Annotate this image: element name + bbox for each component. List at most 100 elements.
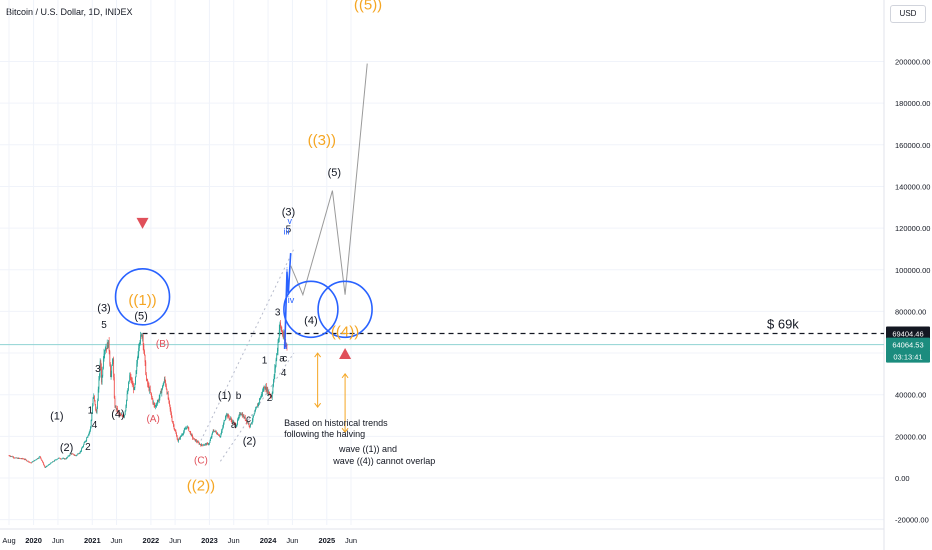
- candle-body: [210, 437, 212, 439]
- candle-body: [66, 457, 68, 459]
- candle-body: [74, 455, 76, 456]
- wave-label-primary: ((2)): [187, 477, 215, 494]
- candle-body: [149, 388, 151, 393]
- candle-body: [188, 427, 190, 431]
- candle-body: [79, 452, 81, 454]
- candle-body: [42, 461, 44, 464]
- currency-selector[interactable]: USD: [890, 5, 926, 23]
- candle-body: [213, 430, 215, 432]
- candle-body: [208, 442, 210, 445]
- wave-label-minor: 4: [92, 420, 98, 431]
- candle-body: [230, 418, 232, 421]
- candle-body: [228, 414, 229, 418]
- candle-body: [126, 393, 128, 400]
- candle-body: [203, 444, 205, 446]
- candle-body: [63, 458, 64, 459]
- wave-label-minor: 2: [85, 442, 91, 453]
- candle-body: [58, 457, 60, 459]
- candle-body: [49, 463, 51, 465]
- candle-body: [103, 353, 105, 359]
- candle-body: [158, 400, 159, 401]
- candle-body: [282, 334, 284, 337]
- candle-body: [94, 400, 96, 405]
- candle-body: [154, 405, 156, 407]
- candle-body: [214, 431, 215, 432]
- candle-body: [193, 438, 195, 440]
- candle-body: [171, 412, 172, 418]
- chart-title: Bitcoin / U.S. Dollar, 1D, INDEX: [6, 7, 133, 17]
- candle-body: [29, 461, 30, 463]
- candle-body: [140, 335, 142, 342]
- candle-body: [272, 386, 274, 394]
- candle-body: [205, 443, 207, 445]
- candle-body: [106, 343, 108, 349]
- candle-body: [257, 406, 258, 407]
- candle-body: [106, 348, 107, 349]
- wave-label-minor: b: [236, 391, 242, 402]
- candle-body: [47, 465, 48, 467]
- candle-body: [203, 445, 204, 446]
- candle-body: [223, 423, 224, 427]
- candle-body: [11, 456, 12, 457]
- candle-body: [147, 380, 149, 385]
- candle-body: [38, 458, 39, 459]
- candle-body: [131, 380, 133, 385]
- candle-body: [102, 358, 104, 369]
- wave-label-primary: ((5)): [354, 0, 382, 13]
- candle-body: [227, 414, 229, 417]
- candle-body: [121, 414, 123, 416]
- candle-body: [269, 393, 271, 395]
- candle-body: [78, 453, 80, 455]
- candle-body: [262, 390, 264, 392]
- wave-label-minor: a: [231, 420, 237, 431]
- candle-body: [27, 460, 29, 462]
- candle-body: [228, 417, 230, 419]
- candle-body: [178, 438, 180, 440]
- candle-body: [99, 373, 100, 380]
- candle-body: [18, 458, 20, 459]
- candle-body: [208, 444, 210, 445]
- candle-body: [187, 426, 189, 428]
- candle-body: [180, 436, 181, 439]
- candle-body: [221, 428, 223, 432]
- candle-body: [177, 439, 179, 442]
- candle-body: [182, 433, 184, 435]
- candle-body: [65, 458, 66, 460]
- price-tag-level: 69404.46: [892, 329, 923, 338]
- candle-body: [266, 386, 267, 392]
- x-tick-label: Jun: [228, 536, 240, 545]
- candle-body: [27, 460, 29, 462]
- candle-body: [286, 344, 288, 347]
- candle-body: [260, 394, 262, 397]
- candle-body: [15, 457, 16, 459]
- candle-body: [48, 464, 50, 466]
- candle-body: [70, 453, 72, 455]
- candle-body: [140, 334, 142, 336]
- candle-body: [186, 427, 188, 429]
- candle-body: [257, 403, 259, 407]
- wave-label-intermediate: (3): [97, 302, 110, 314]
- candle-body: [151, 396, 153, 399]
- candle-body: [61, 458, 63, 460]
- candle-body: [101, 376, 103, 383]
- arrow-head-icon: [314, 402, 322, 409]
- candle-body: [212, 430, 214, 433]
- candle-body: [85, 440, 87, 442]
- candle-body: [234, 423, 236, 425]
- candle-body: [271, 393, 273, 398]
- x-tick-label: Jun: [169, 536, 181, 545]
- candle-body: [229, 418, 231, 420]
- candle-body: [54, 460, 55, 462]
- candle-body: [251, 422, 253, 425]
- candle-body: [207, 443, 209, 445]
- candle-body: [255, 407, 257, 410]
- candle-body: [137, 354, 139, 360]
- wave-label-projection: v: [287, 216, 292, 226]
- x-tick-label: Jun: [52, 536, 64, 545]
- candle-body: [19, 458, 21, 459]
- candle-body: [56, 459, 57, 461]
- candle-body: [37, 458, 39, 459]
- candle-body: [245, 420, 247, 421]
- candle-body: [224, 420, 226, 421]
